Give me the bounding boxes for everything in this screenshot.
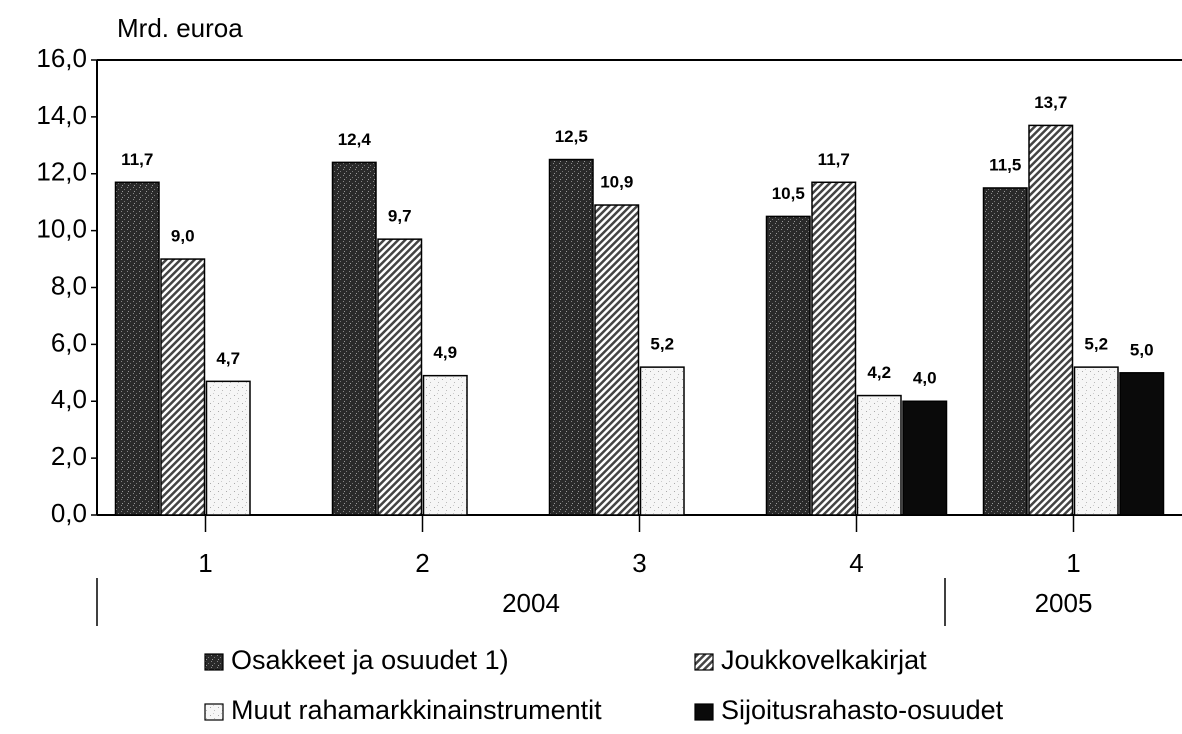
y-tick-label: 10,0 [36, 214, 87, 244]
y-tick-label: 12,0 [36, 157, 87, 187]
legend-swatch [694, 653, 714, 671]
y-tick-label: 14,0 [36, 100, 87, 130]
value-label: 4,9 [433, 343, 457, 362]
bar [1119, 372, 1165, 516]
bar [205, 380, 251, 516]
legend-label: Muut rahamarkkinainstrumentit [231, 695, 602, 725]
value-label: 11,7 [121, 150, 153, 169]
x-tick-label: 1 [1066, 548, 1080, 578]
y-tick-label: 2,0 [51, 441, 87, 471]
value-label: 4,2 [867, 363, 891, 382]
y-axis-label: Mrd. euroa [117, 13, 243, 43]
value-label: 10,5 [772, 184, 805, 203]
x-tick-label: 4 [849, 548, 863, 578]
x-tick-label: 1 [198, 548, 212, 578]
value-label: 5,0 [1130, 340, 1154, 359]
y-tick-label: 16,0 [36, 43, 87, 73]
bar [594, 204, 640, 516]
legend-swatch [204, 703, 224, 721]
bar [811, 181, 857, 516]
value-label: 13,7 [1034, 93, 1067, 112]
value-label: 11,5 [989, 155, 1021, 174]
bar [114, 181, 160, 516]
bar [902, 400, 948, 516]
value-label: 11,7 [818, 150, 850, 169]
value-label: 4,0 [913, 369, 937, 388]
value-label: 9,0 [171, 227, 195, 246]
x-tick-label: 2 [415, 548, 429, 578]
bar [1073, 366, 1119, 516]
y-tick-label: 4,0 [51, 384, 87, 414]
bar [548, 158, 594, 516]
bar [160, 258, 206, 516]
legend-swatch [694, 703, 714, 721]
bar [765, 215, 811, 516]
bar [982, 187, 1028, 516]
value-label: 4,7 [216, 349, 240, 368]
x-tick-label: 3 [632, 548, 646, 578]
value-label: 5,2 [1084, 335, 1108, 354]
legend-label: Joukkovelkakirjat [721, 645, 927, 675]
value-label: 12,5 [555, 127, 588, 146]
value-label: 10,9 [600, 173, 633, 192]
bar [331, 161, 377, 516]
bar [377, 238, 423, 516]
bar [639, 366, 685, 516]
bar [422, 374, 468, 516]
year-label: 2004 [502, 588, 560, 618]
value-label: 9,7 [388, 207, 412, 226]
y-tick-label: 0,0 [51, 498, 87, 528]
legend-label: Osakkeet ja osuudet 1) [231, 645, 509, 675]
year-label: 2005 [1035, 588, 1093, 618]
legend-swatch [204, 653, 224, 671]
y-tick-label: 8,0 [51, 270, 87, 300]
value-label: 5,2 [650, 335, 674, 354]
value-label: 12,4 [338, 130, 372, 149]
legend-label: Sijoitusrahasto-osuudet [721, 695, 1004, 725]
y-tick-label: 6,0 [51, 327, 87, 357]
bar [1028, 124, 1074, 516]
bar [856, 394, 902, 516]
